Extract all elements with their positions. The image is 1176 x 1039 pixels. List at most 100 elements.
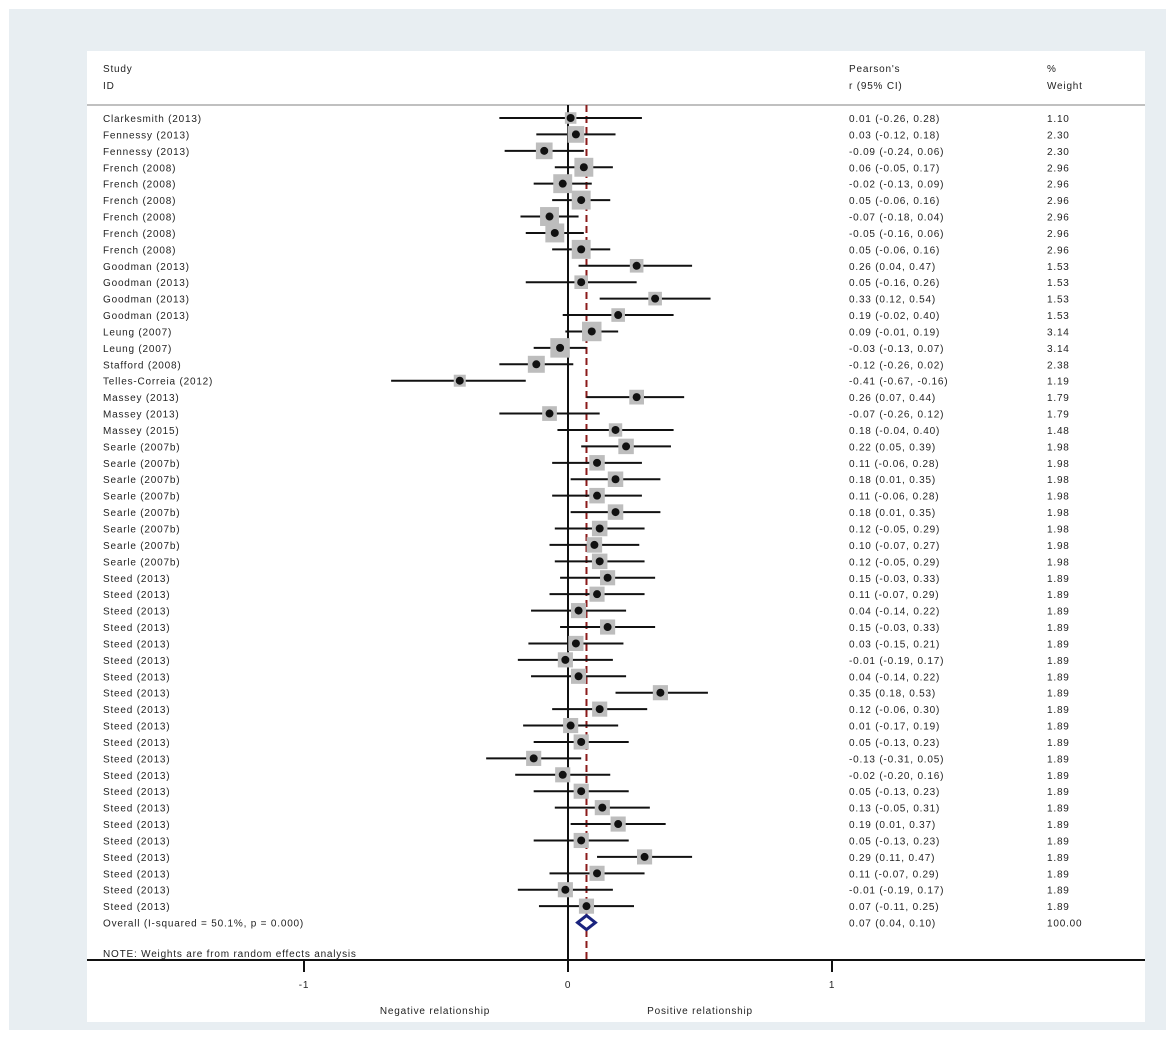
point-estimate <box>582 902 591 911</box>
study-label: Clarkesmith (2013) <box>103 114 202 125</box>
weight-text: 1.89 <box>1047 820 1070 831</box>
study-label: Leung (2007) <box>103 344 172 355</box>
effect-ci-text: 0.11 (-0.06, 0.28) <box>849 492 939 503</box>
weight-text: 1.19 <box>1047 377 1070 388</box>
study-label: Massey (2013) <box>103 410 180 421</box>
point-estimate <box>550 228 559 237</box>
negative-relationship-caption: Negative relationship <box>380 1006 490 1017</box>
point-estimate <box>595 705 604 714</box>
point-estimate <box>571 130 580 139</box>
effect-ci-text: 0.18 (0.01, 0.35) <box>849 508 936 519</box>
study-label: Searle (2007b) <box>103 508 180 519</box>
weight-text: 1.53 <box>1047 278 1070 289</box>
point-estimate <box>595 557 604 566</box>
point-estimate <box>611 508 620 517</box>
effect-ci-text: -0.02 (-0.13, 0.09) <box>849 180 944 191</box>
point-estimate <box>632 261 641 270</box>
point-estimate <box>558 179 567 188</box>
weight-text: 2.96 <box>1047 196 1070 207</box>
study-label: French (2008) <box>103 245 176 256</box>
point-estimate <box>561 655 570 664</box>
weight-text: 1.89 <box>1047 738 1070 749</box>
study-label: Steed (2013) <box>103 902 170 913</box>
weight-text: 2.96 <box>1047 245 1070 256</box>
study-label: Searle (2007b) <box>103 541 180 552</box>
weight-text: 2.30 <box>1047 147 1070 158</box>
study-label: Steed (2013) <box>103 722 170 733</box>
study-label: Searle (2007b) <box>103 459 180 470</box>
study-label: Steed (2013) <box>103 689 170 700</box>
weight-text: 1.98 <box>1047 492 1070 503</box>
study-label: Searle (2007b) <box>103 492 180 503</box>
point-estimate <box>593 590 602 599</box>
point-estimate <box>656 688 665 697</box>
weight-text: 2.96 <box>1047 213 1070 224</box>
effect-ci-text: 0.05 (-0.13, 0.23) <box>849 738 940 749</box>
effect-ci-text: 0.03 (-0.15, 0.21) <box>849 639 940 650</box>
effect-ci-text: 0.05 (-0.13, 0.23) <box>849 836 940 847</box>
study-label: Steed (2013) <box>103 886 170 897</box>
weight-text: 1.98 <box>1047 557 1070 568</box>
weight-text: 1.89 <box>1047 689 1070 700</box>
point-estimate <box>577 245 586 254</box>
weight-text: 1.89 <box>1047 672 1070 683</box>
weight-text: 2.96 <box>1047 229 1070 240</box>
study-label: Leung (2007) <box>103 327 172 338</box>
weight-text: 1.98 <box>1047 475 1070 486</box>
point-estimate <box>640 852 649 861</box>
effect-ci-text: 0.19 (0.01, 0.37) <box>849 820 936 831</box>
effect-ci-text: -0.41 (-0.67, -0.16) <box>849 377 948 388</box>
study-label: Steed (2013) <box>103 656 170 667</box>
study-label: Massey (2015) <box>103 426 180 437</box>
effect-ci-text: -0.01 (-0.19, 0.17) <box>849 656 944 667</box>
study-label: Steed (2013) <box>103 836 170 847</box>
point-estimate <box>577 278 586 287</box>
study-label: Searle (2007b) <box>103 475 180 486</box>
x-tick-label: 0 <box>565 980 571 991</box>
weight-text: 1.79 <box>1047 393 1070 404</box>
point-estimate <box>545 409 554 418</box>
weight-text: 1.89 <box>1047 623 1070 634</box>
header-effect-line2: r (95% CI) <box>849 81 903 92</box>
weight-text: 1.98 <box>1047 442 1070 453</box>
header-study-line2: ID <box>103 81 115 92</box>
header-weight-line2: Weight <box>1047 81 1083 92</box>
point-estimate <box>532 360 541 369</box>
weight-text: 1.10 <box>1047 114 1070 125</box>
effect-ci-text: -0.09 (-0.24, 0.06) <box>849 147 944 158</box>
point-estimate <box>632 393 641 402</box>
study-label: Steed (2013) <box>103 623 170 634</box>
overall-weight-text: 100.00 <box>1047 919 1082 930</box>
point-estimate <box>590 540 599 549</box>
study-label: Searle (2007b) <box>103 557 180 568</box>
weight-text: 1.48 <box>1047 426 1070 437</box>
x-tick-label: -1 <box>299 980 310 991</box>
point-estimate <box>577 737 586 746</box>
weight-text: 1.89 <box>1047 886 1070 897</box>
weight-text: 1.89 <box>1047 869 1070 880</box>
study-label: French (2008) <box>103 163 176 174</box>
point-estimate <box>540 146 549 155</box>
weight-text: 1.89 <box>1047 574 1070 585</box>
point-estimate <box>574 606 583 615</box>
weight-text: 3.14 <box>1047 344 1070 355</box>
point-estimate <box>556 343 565 352</box>
effect-ci-text: -0.07 (-0.26, 0.12) <box>849 410 944 421</box>
header-effect-line1: Pearson's <box>849 64 900 75</box>
point-estimate <box>455 376 464 385</box>
point-estimate <box>614 820 623 829</box>
effect-ci-text: 0.11 (-0.07, 0.29) <box>849 869 939 880</box>
weight-text: 1.79 <box>1047 410 1070 421</box>
effect-ci-text: -0.03 (-0.13, 0.07) <box>849 344 944 355</box>
effect-ci-text: 0.11 (-0.06, 0.28) <box>849 459 939 470</box>
effect-ci-text: 0.04 (-0.14, 0.22) <box>849 607 940 618</box>
effect-ci-text: -0.12 (-0.26, 0.02) <box>849 360 944 371</box>
effect-ci-text: 0.07 (-0.11, 0.25) <box>849 902 939 913</box>
study-label: Steed (2013) <box>103 738 170 749</box>
weight-text: 1.89 <box>1047 639 1070 650</box>
weights-note: NOTE: Weights are from random effects an… <box>103 949 357 960</box>
effect-ci-text: 0.01 (-0.26, 0.28) <box>849 114 940 125</box>
study-label: Steed (2013) <box>103 869 170 880</box>
forest-plot: Study ID Pearson's r (95% CI) % Weight C… <box>87 64 1145 1017</box>
study-label: French (2008) <box>103 180 176 191</box>
